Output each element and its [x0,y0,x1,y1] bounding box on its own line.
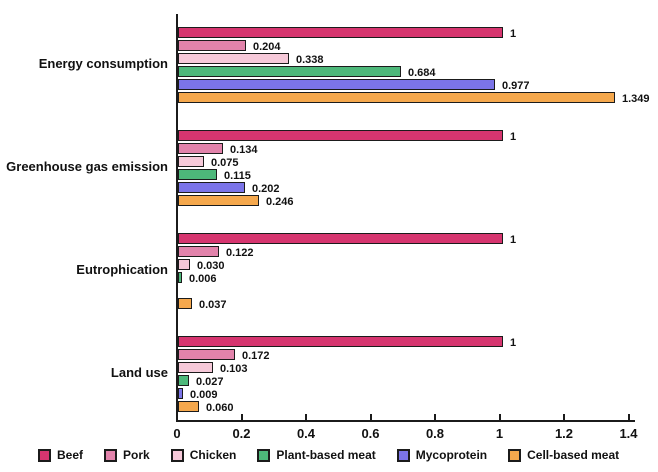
bar [178,79,495,90]
bar [178,298,192,309]
bar [178,272,182,283]
x-tick-label: 0.2 [232,426,251,441]
bar [178,375,189,386]
legend-item: Mycoprotein [396,448,488,462]
value-label: 0.009 [190,389,218,401]
legend-swatch [396,448,410,462]
x-tick-label: 1.4 [619,426,638,441]
x-tick-mark [627,414,630,420]
legend-item: Cell-based meat [508,448,619,462]
x-tick-label: 0.6 [361,426,380,441]
value-label: 1.349 [622,93,650,105]
value-label: 0.030 [197,260,225,272]
bar [178,195,259,206]
legend-item: Beef [38,448,83,462]
value-label: 0.338 [296,54,324,66]
y-axis-line [176,14,178,422]
x-tick-label: 1 [495,426,504,441]
category-label: Eutrophication [76,262,168,277]
bar [178,336,503,347]
x-tick-label: 1.2 [554,426,574,441]
value-label: 1 [510,28,517,40]
legend-label: Plant-based meat [276,448,376,462]
legend-label: Pork [123,448,150,462]
value-label: 0.202 [252,183,280,195]
legend-item: Pork [104,448,150,462]
x-tick-mark [434,414,436,420]
bar [178,143,223,154]
value-label: 1 [510,131,517,143]
value-label: 0.027 [196,376,224,388]
value-label: 0.684 [408,67,436,79]
x-tick-mark [240,414,243,420]
value-label: 0.246 [266,196,294,208]
x-tick-label: 0.4 [296,426,316,441]
legend-label: Beef [57,448,84,462]
x-axis-line [176,420,635,422]
bar [178,130,503,141]
legend-swatch [257,448,271,462]
x-tick-mark [498,414,501,420]
bar [178,259,190,270]
legend-label: Mycoprotein [415,448,488,462]
bar [178,40,246,51]
bar [178,169,217,180]
bar [178,401,199,412]
legend-swatch [38,448,51,462]
x-tick-mark [305,414,307,420]
category-label: Greenhouse gas emission [6,159,168,174]
bar [178,388,183,399]
x-tick-mark [369,414,372,420]
category-label: Energy consumption [38,56,168,71]
value-label: 0.103 [220,363,248,375]
value-label: 0.006 [189,273,217,285]
value-label: 0.115 [224,170,251,182]
legend-label: Cell-based meat [527,448,620,462]
value-label: 0.060 [206,402,234,414]
value-label: 0.204 [253,41,281,53]
bar [178,92,615,103]
value-label: 0.977 [502,80,530,92]
bar [178,233,503,244]
legend-swatch [170,448,184,462]
x-tick-label: 0.8 [425,426,445,441]
x-tick-label: 0 [173,426,181,441]
bar [178,66,401,77]
bar [178,182,245,193]
x-tick-mark [563,414,565,420]
legend-swatch [104,448,118,462]
bar [178,27,503,38]
value-label: 0.172 [242,350,270,362]
legend-item: Chicken [170,448,237,462]
value-label: 0.122 [226,247,254,259]
value-label: 0.134 [230,144,258,156]
value-label: 1 [510,234,517,246]
bar [178,246,219,257]
legend: Beef Pork Chicken Plant-based meat Mycoprote… [38,448,638,462]
value-label: 0.037 [199,299,227,311]
legend-label: Chicken [189,448,237,462]
bar [178,156,204,167]
bar [178,53,289,64]
x-tick-mark [176,414,178,420]
value-label: 1 [510,337,517,349]
category-label: Land use [110,365,168,380]
legend-swatch [508,448,522,462]
legend-item: Plant-based meat [257,448,376,462]
value-label: 0.075 [211,157,239,169]
bar [178,349,235,360]
bar [178,362,213,373]
